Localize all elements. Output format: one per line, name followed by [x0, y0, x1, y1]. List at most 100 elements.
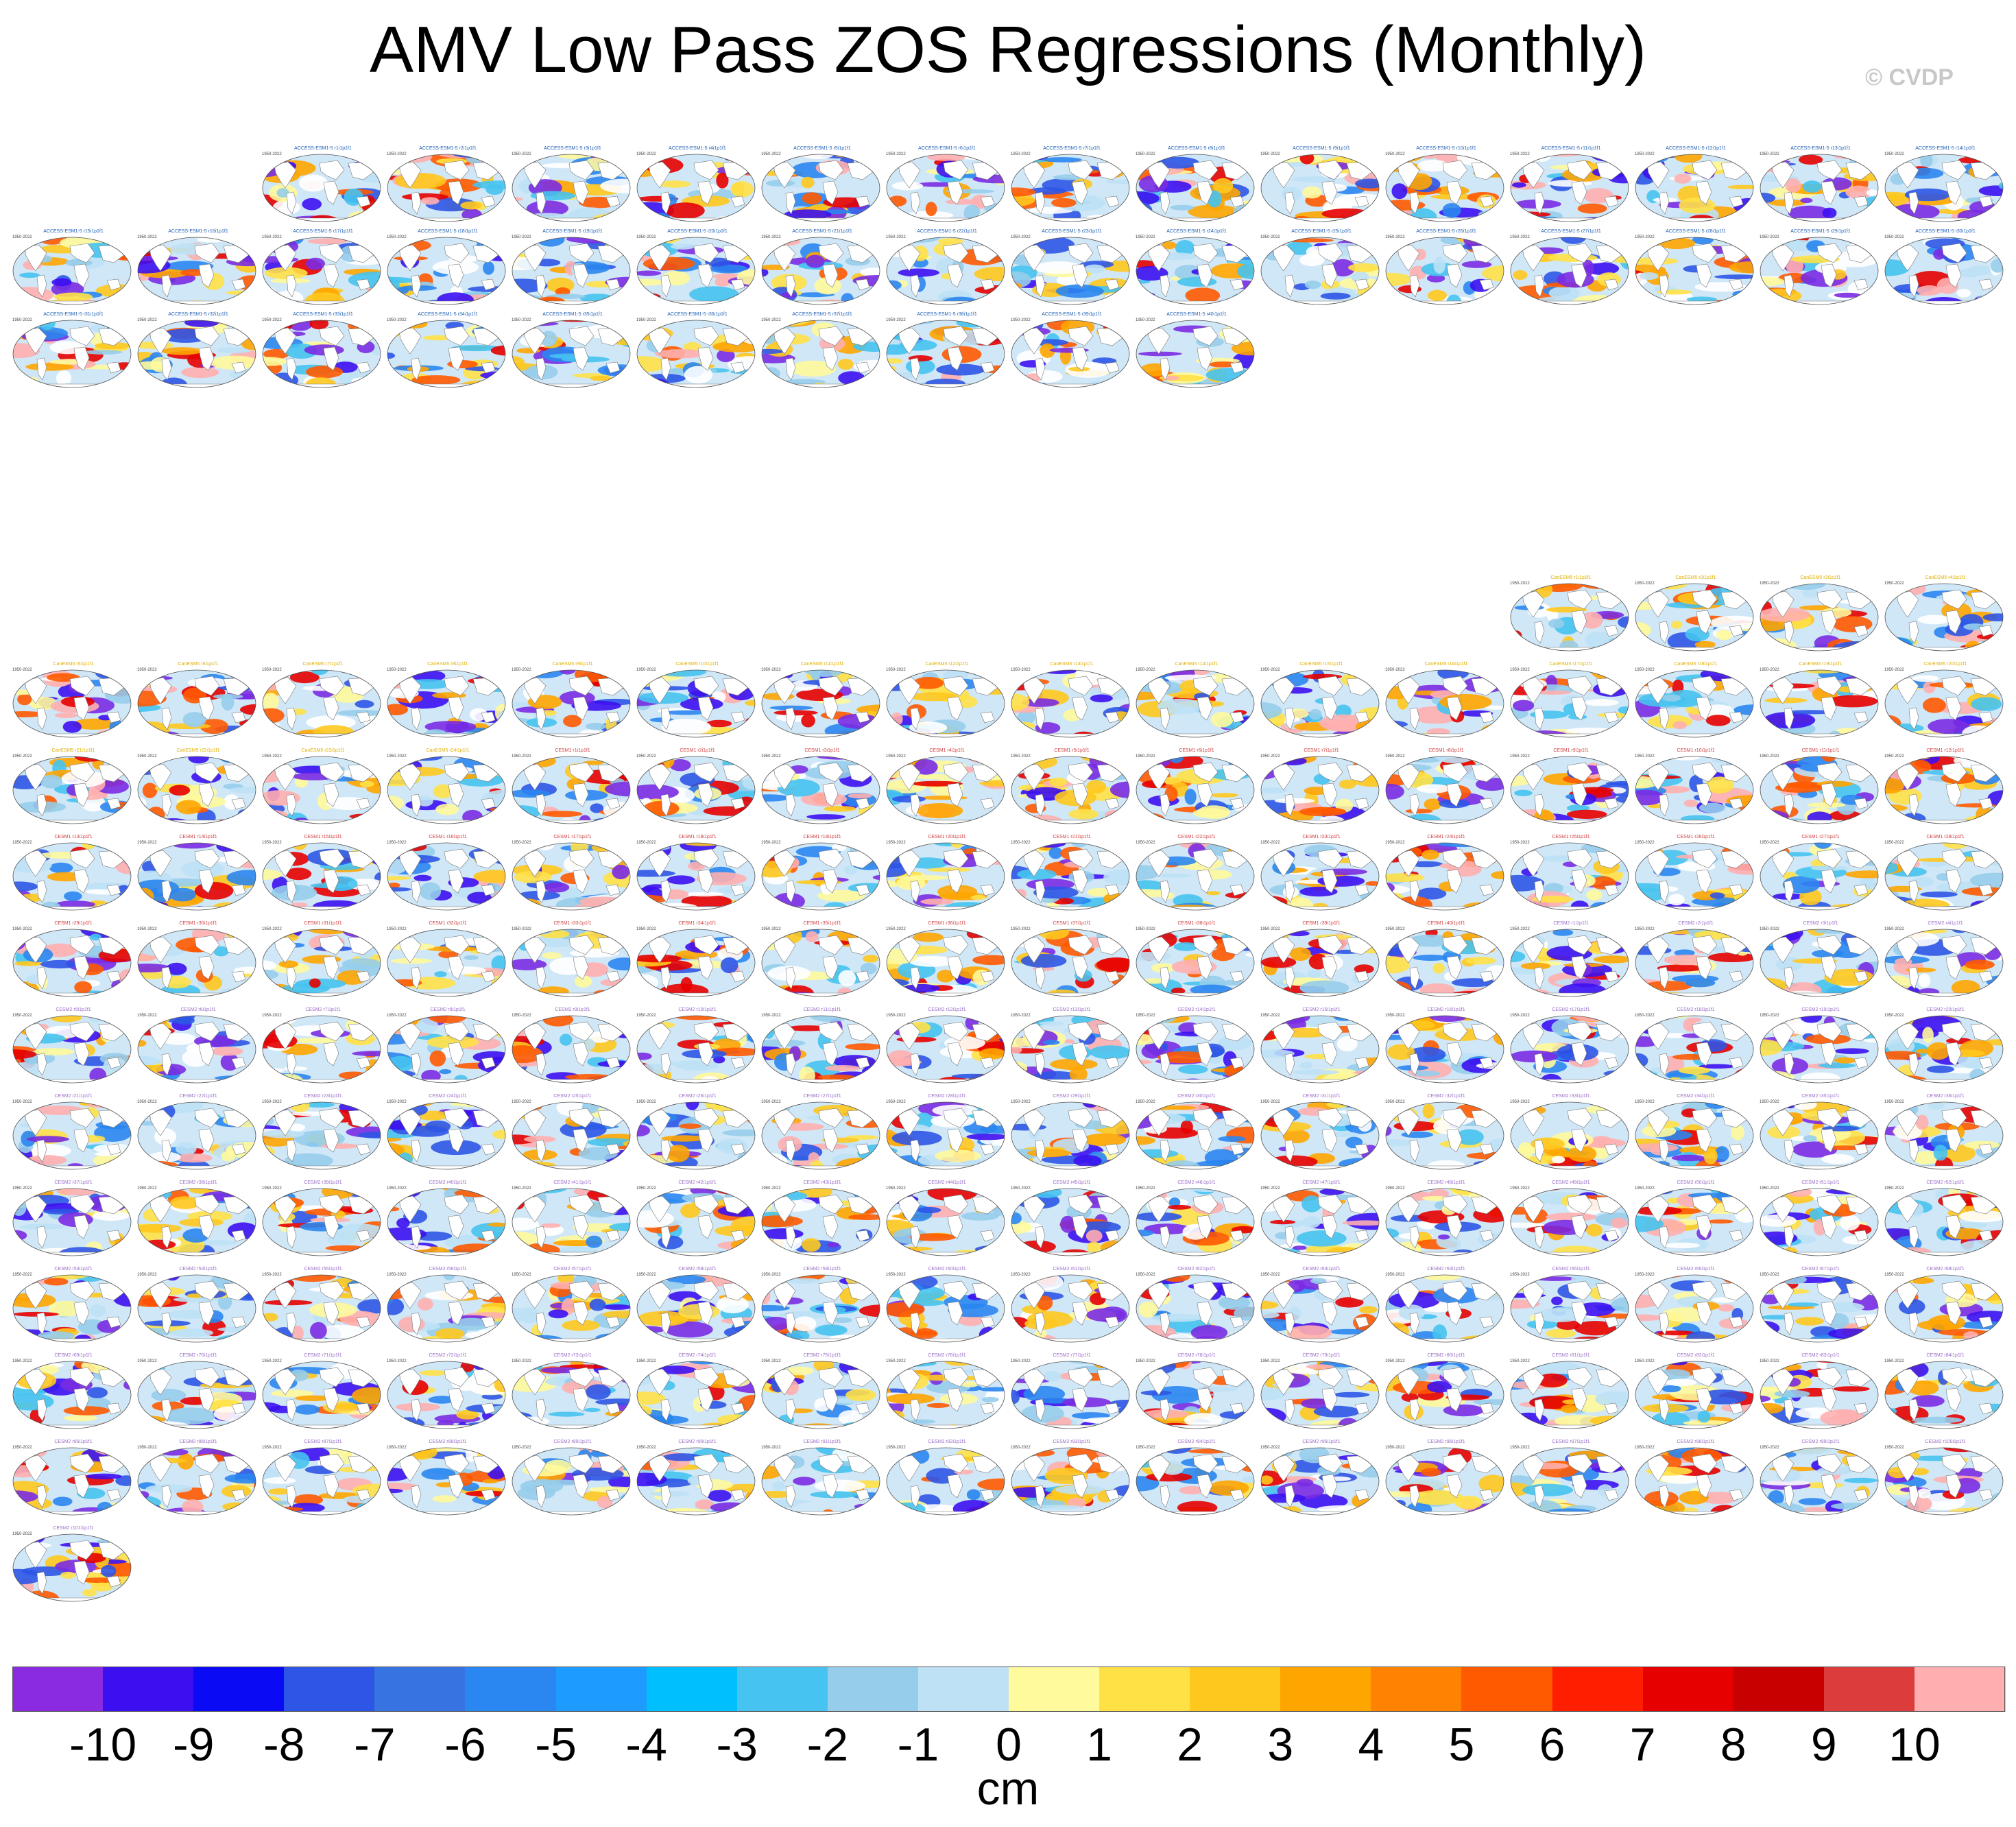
map-panel: ACCESS-ESM1-5 r13i1p1f1 1950-2022: [1758, 145, 1883, 228]
colorbar-tick-label: -8: [263, 1719, 305, 1771]
map-ellipse: [761, 1274, 880, 1343]
map-panel: ACCESS-ESM1-5 r20i1p1f1 1950-2022: [635, 228, 760, 311]
panel-period: 1950-2022: [761, 1446, 781, 1450]
map-ellipse: [137, 842, 256, 911]
panel-period: 1950-2022: [1385, 1359, 1405, 1363]
map-ellipse: [1884, 756, 2004, 824]
map-panel: ACCESS-ESM1-5 r25i1p1f1 1950-2022: [1259, 228, 1384, 311]
colorbar-swatch: [1190, 1667, 1281, 1712]
panel-label: CESM1 r20i1p1f1: [928, 835, 966, 839]
panel-label: CESM2 r87i1p1f1: [304, 1440, 342, 1444]
panel-label: CESM2 r47i1p1f1: [1302, 1180, 1341, 1185]
map-ellipse: [1510, 583, 1629, 652]
panel-label: ACCESS-ESM1-5 r39i1p1f1: [1042, 312, 1102, 317]
panel-label: CanESM5 r22i1p1f1: [176, 748, 220, 753]
map-ellipse: [12, 237, 132, 305]
panel-label: CESM2 r20i1p1f1: [1926, 1007, 1965, 1012]
panel-period: 1950-2022: [1260, 841, 1280, 845]
panel-period: 1950-2022: [761, 1359, 781, 1363]
map-panel: CESM1 r2i1p1f1 1950-2022: [635, 748, 760, 830]
panel-period: 1950-2022: [262, 318, 282, 322]
panel-period: 1950-2022: [1635, 841, 1655, 845]
map-ellipse: [12, 669, 132, 738]
map-ellipse: [262, 1015, 381, 1084]
panel-label: CESM2 r89i1p1f1: [553, 1440, 592, 1444]
map-panel: ACCESS-ESM1-5 r19i1p1f1 1950-2022: [510, 228, 635, 311]
panel-label: CESM1 r14i1p1f1: [179, 835, 217, 839]
panel-period: 1950-2022: [387, 1446, 407, 1450]
map-ellipse: [886, 929, 1005, 997]
map-ellipse: [512, 1188, 631, 1256]
map-panel: CESM1 r22i1p1f1 1950-2022: [1134, 834, 1259, 916]
map-ellipse: [886, 756, 1005, 824]
panel-period: 1950-2022: [387, 668, 407, 672]
map-panel: CanESM5 r24i1p1f1 1950-2022: [385, 748, 510, 830]
panel-period: 1950-2022: [1011, 152, 1031, 156]
panel-label: CESM2 r68i1p1f1: [1926, 1267, 1965, 1271]
panel-label: CanESM5 r9i1p1f1: [552, 662, 593, 667]
panel-label: CESM2 r7i1p1f1: [305, 1007, 341, 1012]
panel-label: CESM2 r39i1p1f1: [304, 1180, 342, 1185]
map-ellipse: [137, 320, 256, 388]
panel-period: 1950-2022: [1635, 668, 1655, 672]
map-panel: CanESM5 r14i1p1f1 1950-2022: [1134, 661, 1259, 743]
map-ellipse: [1011, 929, 1130, 997]
map-ellipse: [1635, 154, 1754, 222]
map-ellipse: [1760, 583, 1879, 652]
map-ellipse: [1760, 237, 1879, 305]
panel-label: CESM2 r35i1p1f1: [1801, 1094, 1840, 1099]
map-ellipse: [262, 929, 381, 997]
panel-label: CanESM5 r2i1p1f1: [1675, 575, 1716, 580]
panel-label: CESM2 r16i1p1f1: [1427, 1007, 1465, 1012]
panel-label: CanESM5 r11i1p1f1: [800, 662, 844, 667]
panel-label: CESM2 r10i1p1f1: [678, 1007, 717, 1012]
map-ellipse: [1884, 583, 2004, 652]
panel-label: CESM2 r80i1p1f1: [1427, 1353, 1465, 1358]
map-ellipse: [1385, 756, 1504, 824]
map-panel: ACCESS-ESM1-5 r12i1p1f1 1950-2022: [1633, 145, 1758, 228]
panel-label: CESM2 r40i1p1f1: [429, 1180, 467, 1185]
map-ellipse: [1260, 1447, 1380, 1516]
panel-period: 1950-2022: [512, 1100, 531, 1104]
panel-period: 1950-2022: [1011, 754, 1031, 759]
colorbar-tick-label: -7: [354, 1719, 396, 1771]
colorbar-swatch: [1914, 1667, 2006, 1712]
panel-period: 1950-2022: [387, 754, 407, 759]
panel-period: 1950-2022: [1136, 235, 1155, 239]
panel-label: CESM1 r24i1p1f1: [1427, 835, 1465, 839]
panel-label: CanESM5 r18i1p1f1: [1674, 662, 1718, 667]
panel-period: 1950-2022: [12, 668, 32, 672]
panel-label: CESM1 r40i1p1f1: [1427, 921, 1465, 926]
map-panel: CESM2 r29i1p1f1 1950-2022: [1009, 1093, 1134, 1175]
map-ellipse: [886, 1361, 1005, 1429]
map-ellipse: [262, 154, 381, 222]
panel-period: 1950-2022: [1510, 235, 1530, 239]
map-ellipse: [512, 1274, 631, 1343]
map-panel: CESM2 r37i1p1f1 1950-2022: [11, 1180, 136, 1262]
map-panel: CESM1 r11i1p1f1 1950-2022: [1758, 748, 1883, 830]
panel-label: ACCESS-ESM1-5 r34i1p1f1: [418, 312, 478, 317]
panel-period: 1950-2022: [1385, 1186, 1405, 1191]
map-ellipse: [1760, 929, 1879, 997]
map-panel: CESM1 r40i1p1f1 1950-2022: [1384, 920, 1509, 1003]
map-ellipse: [137, 1015, 256, 1084]
map-panel: CanESM5 r20i1p1f1 1950-2022: [1883, 661, 2008, 743]
map-ellipse: [761, 842, 880, 911]
panel-period: 1950-2022: [1011, 668, 1031, 672]
panel-label: CESM1 r4i1p1f1: [929, 748, 965, 753]
map-panel: CESM1 r29i1p1f1 1950-2022: [11, 920, 136, 1003]
panel-label: ACCESS-ESM1-5 r27i1p1f1: [1541, 229, 1601, 234]
map-panel: CESM2 r12i1p1f1 1950-2022: [885, 1007, 1009, 1089]
map-panel: CESM2 r100i1p1f1 1950-2022: [1883, 1439, 2008, 1521]
map-ellipse: [886, 1188, 1005, 1256]
panel-label: CESM2 r36i1p1f1: [1926, 1094, 1965, 1099]
panel-label: CanESM5 r12i1p1f1: [925, 662, 969, 667]
map-panel: CESM2 r21i1p1f1 1950-2022: [11, 1093, 136, 1175]
panel-label: ACCESS-ESM1-5 r3i1p1f1: [544, 146, 601, 151]
panel-period: 1950-2022: [1011, 1014, 1031, 1018]
panel-label: CESM1 r31i1p1f1: [304, 921, 342, 926]
map-panel: CESM2 r73i1p1f1 1950-2022: [510, 1352, 635, 1435]
map-panel: CESM1 r33i1p1f1 1950-2022: [510, 920, 635, 1003]
panel-period: 1950-2022: [512, 668, 531, 672]
panel-period: 1950-2022: [1635, 927, 1655, 931]
